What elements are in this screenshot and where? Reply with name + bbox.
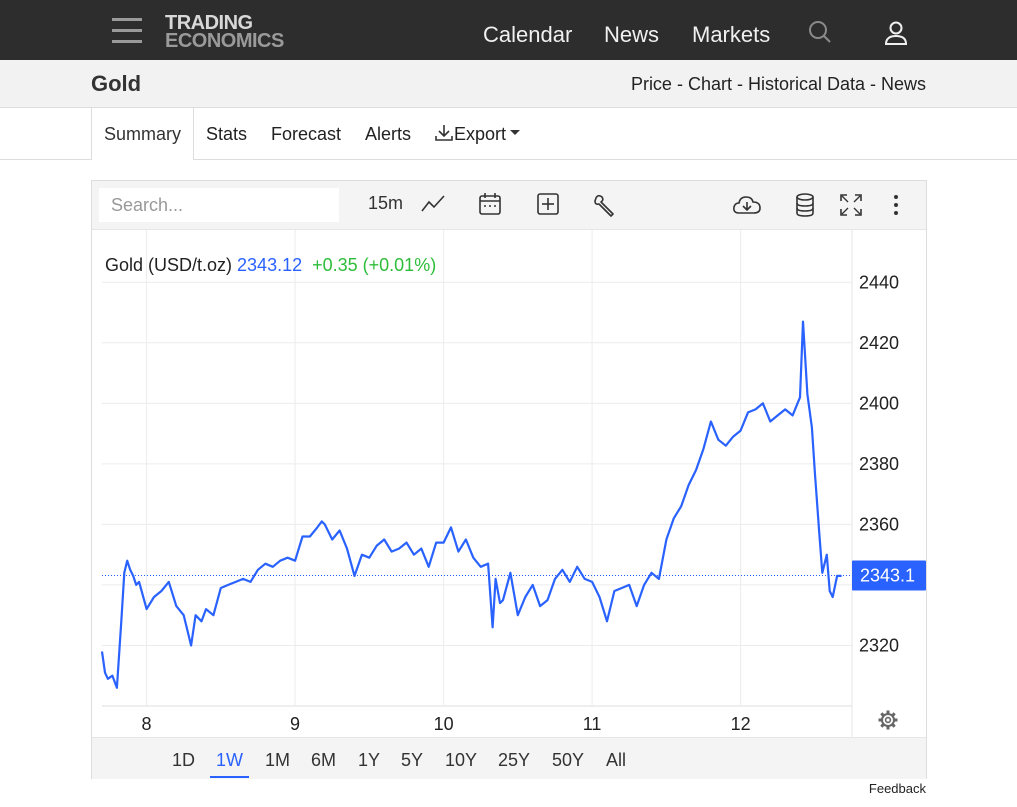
interval-selector[interactable]: 15m xyxy=(368,193,404,213)
last-price-value: 2343.1 xyxy=(860,565,915,585)
logo-line-1: TRADING xyxy=(165,12,253,34)
tab-summary[interactable]: Summary xyxy=(91,108,194,160)
wrench-icon[interactable] xyxy=(592,193,616,222)
range-1w[interactable]: 1W xyxy=(210,750,249,778)
chart-legend: Gold (USD/t.oz) 2343.12 +0.35 (+0.01%) xyxy=(105,255,436,275)
gold-price-series-line xyxy=(100,320,842,689)
legend-price: 2343.12 xyxy=(237,255,302,275)
price-chart[interactable]: 2320 2360 2380 2400 2420 2440 8 9 10 11 12 2343.1… xyxy=(92,230,926,737)
line-chart-icon[interactable] xyxy=(420,193,446,220)
nav-news[interactable]: News xyxy=(604,22,660,47)
y-tick-label: 2320 xyxy=(859,635,899,655)
tab-export[interactable]: Export xyxy=(434,108,521,159)
logo-line-2: ECONOMICS xyxy=(165,30,284,52)
last-price-badge: 2343.1 xyxy=(852,560,926,591)
x-tick-label: 10 xyxy=(434,714,454,734)
instrument-header: Gold Price - Chart - Historical Data - N… xyxy=(0,60,1017,108)
trading-economics-logo[interactable]: TRADING ECONOMICS xyxy=(165,12,284,52)
range-50y[interactable]: 50Y xyxy=(552,750,585,770)
tab-forecast[interactable]: Forecast xyxy=(271,124,342,144)
y-tick-label: 2420 xyxy=(859,333,899,353)
symbol-search-input[interactable] xyxy=(99,188,339,222)
chart-grid xyxy=(102,230,853,737)
range-all[interactable]: All xyxy=(606,750,627,770)
x-tick-label: 9 xyxy=(290,714,300,734)
x-axis-labels: 8 9 10 11 12 xyxy=(142,714,751,734)
tab-alerts[interactable]: Alerts xyxy=(365,124,412,144)
range-1y[interactable]: 1Y xyxy=(358,750,381,770)
search-icon[interactable] xyxy=(808,20,832,49)
chart-toolbar: 15m xyxy=(92,181,926,230)
legend-series-name: Gold (USD/t.oz) xyxy=(105,255,232,275)
y-axis-labels: 2320 2360 2380 2400 2420 2440 xyxy=(859,272,899,655)
database-icon[interactable] xyxy=(794,192,816,223)
download-icon xyxy=(435,125,453,141)
nav-calendar[interactable]: Calendar xyxy=(483,22,573,47)
cloud-download-icon[interactable] xyxy=(732,193,762,222)
tab-export-label: Export xyxy=(454,124,507,144)
range-25y[interactable]: 25Y xyxy=(498,750,531,770)
y-tick-label: 2400 xyxy=(859,393,899,413)
legend-change: +0.35 (+0.01%) xyxy=(312,255,436,275)
menu-icon[interactable] xyxy=(112,18,142,44)
x-tick-label: 12 xyxy=(731,714,751,734)
fullscreen-icon[interactable] xyxy=(839,193,863,222)
instrument-section-links[interactable]: Price - Chart - Historical Data - News xyxy=(630,74,926,94)
range-1m[interactable]: 1M xyxy=(265,750,291,770)
top-navigation-bar: TRADING ECONOMICS Calendar News Markets xyxy=(0,0,1017,60)
tab-stats[interactable]: Stats xyxy=(206,124,248,144)
range-5y[interactable]: 5Y xyxy=(401,750,424,770)
caret-down-icon xyxy=(510,130,521,135)
more-vertical-icon[interactable] xyxy=(892,194,900,221)
add-icon[interactable] xyxy=(536,192,560,221)
y-tick-label: 2380 xyxy=(859,454,899,474)
page-title: Gold xyxy=(91,71,142,96)
range-6m[interactable]: 6M xyxy=(311,750,337,770)
nav-markets[interactable]: Markets xyxy=(692,22,771,47)
calendar-icon[interactable] xyxy=(478,191,502,222)
range-10y[interactable]: 10Y xyxy=(445,750,478,770)
feedback-link[interactable]: Feedback xyxy=(868,781,926,796)
range-1d[interactable]: 1D xyxy=(172,750,196,770)
settings-gear-icon[interactable] xyxy=(878,710,898,730)
y-tick-label: 2360 xyxy=(859,514,899,534)
time-range-bar: 1D 1W 1M 6M 1Y 5Y 10Y 25Y 50Y All xyxy=(92,737,926,779)
tabs-bar: Summary Stats Forecast Alerts Export xyxy=(0,108,1017,160)
y-tick-label: 2440 xyxy=(859,272,899,292)
x-tick-label: 11 xyxy=(583,714,602,734)
user-icon[interactable] xyxy=(884,20,908,51)
x-tick-label: 8 xyxy=(142,714,152,734)
